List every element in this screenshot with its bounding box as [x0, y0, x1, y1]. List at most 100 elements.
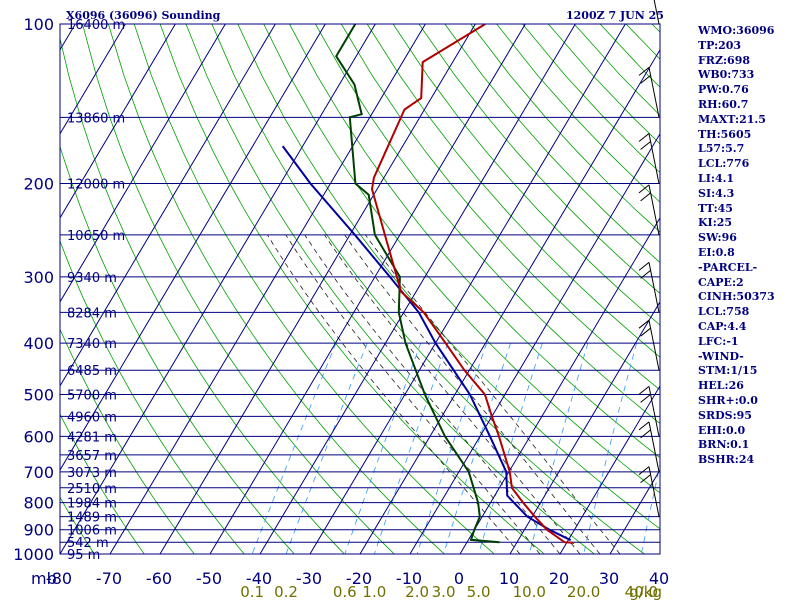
height-label: 7340 m	[67, 337, 117, 352]
temperature-tick-label: 0	[454, 569, 464, 588]
wind-barb	[638, 421, 660, 473]
isotherm-line	[60, 24, 376, 554]
height-label: 6485 m	[67, 364, 117, 379]
height-label: 4960 m	[67, 410, 117, 425]
pressure-tick-label: 400	[23, 334, 54, 353]
temperature-tick-label: -70	[96, 569, 122, 588]
height-label: 16400 m	[67, 18, 125, 33]
index-entry: SW:96	[698, 231, 737, 245]
wind-barb	[638, 133, 660, 184]
height-label: 4281 m	[67, 430, 117, 445]
index-entry: HEL:26	[698, 379, 744, 393]
index-entry: TP:203	[698, 38, 742, 52]
height-label: 1006 m	[67, 524, 117, 539]
moist-adiabat-line	[267, 234, 521, 554]
isotherm-line	[109, 24, 426, 554]
height-label: 3073 m	[67, 466, 117, 481]
index-entry: FRZ:698	[698, 53, 751, 67]
grid-lines	[60, 24, 660, 554]
index-entry: RH:60.7	[698, 97, 749, 111]
mixing-ratio-label: 40.0	[625, 583, 658, 600]
index-list: WMO:36096 TP:203 FRZ:698 WB0:733 PW:0.76 RH:6…	[698, 24, 775, 468]
wind-barb	[638, 66, 660, 118]
pressure-tick-label: 700	[23, 463, 54, 482]
pressure-unit-label: mb	[31, 569, 57, 588]
index-entry: CAP:4.4	[698, 319, 747, 333]
pressure-tick-label: 100	[23, 15, 54, 34]
index-entry: CINH:50373	[698, 290, 775, 304]
temperature-tick-label: 10	[499, 569, 519, 588]
isotherm-line	[60, 24, 176, 219]
pressure-tick-label: 300	[23, 268, 54, 287]
wind-barb	[638, 386, 660, 437]
plot-frame	[59, 23, 661, 555]
height-label: 1489 m	[67, 511, 117, 526]
mixing-ratio-label: 0.1	[240, 583, 264, 600]
index-entry: LI:4.1	[698, 171, 735, 185]
temperature-tick-label: -50	[196, 569, 222, 588]
temperature-tick-label: -20	[346, 569, 372, 588]
temperature-trace	[370, 24, 575, 544]
mixing-ratio-unit-label: g/kg	[629, 583, 662, 600]
wind-barb	[638, 261, 660, 313]
dewpoint-trace	[335, 24, 500, 544]
moist-adiabat-line	[344, 234, 601, 554]
index-entry: LFC:-1	[698, 334, 739, 348]
time-label: 1200Z 7 JUN 25	[566, 9, 664, 22]
isotherm-line	[159, 24, 476, 554]
height-label: 10650 m	[67, 229, 125, 244]
isotherm-line	[259, 24, 576, 554]
index-entry: TT:45	[698, 201, 733, 215]
height-label: 3657 m	[67, 449, 117, 464]
mixing-ratio-label: 20.0	[567, 583, 600, 600]
index-entry: WB0:733	[698, 68, 755, 82]
mixing-ratio-label: 5.0	[467, 583, 491, 600]
station-title: X6096 (36096) Sounding	[66, 9, 221, 22]
mixing-ratio-label: 10.0	[513, 583, 546, 600]
isotherm-line	[509, 300, 660, 554]
index-entry: KI:25	[698, 216, 733, 230]
frame-border	[59, 23, 661, 555]
mixing-ratio-label: 0.2	[274, 583, 298, 600]
index-entry: EHI:0.0	[698, 423, 746, 437]
index-entry: MAXT:21.5	[698, 112, 766, 126]
index-entry: BRN:0.1	[698, 438, 750, 452]
isotherm-line	[60, 24, 126, 135]
wind-barbs	[638, 0, 660, 517]
index-entry: -WIND-	[698, 349, 744, 363]
isotherm-line	[209, 24, 526, 554]
temperature-tick-label: -60	[146, 569, 172, 588]
height-label: 5700 m	[67, 388, 117, 403]
isotherm-line	[409, 132, 660, 554]
pressure-tick-label: 1000	[13, 545, 54, 564]
index-entry: SI:4.3	[698, 186, 735, 200]
index-entry: SHR+:0.0	[698, 393, 758, 407]
temperature-tick-label: -40	[246, 569, 272, 588]
isotherm-line	[60, 24, 226, 303]
index-entry: CAPE:2	[698, 275, 744, 289]
moist-adiabat-line	[304, 234, 561, 554]
isotherm-line	[359, 48, 660, 554]
height-label: 2510 m	[67, 482, 117, 497]
index-entry: -PARCEL-	[698, 260, 758, 274]
isotherm-line	[60, 24, 326, 471]
temperature-tick-label: 20	[549, 569, 569, 588]
index-entry: TH:5605	[698, 127, 752, 141]
mixing-ratio-label: 3.0	[432, 583, 456, 600]
wind-barb	[638, 319, 660, 371]
temperature-tick-label: 40	[649, 569, 669, 588]
index-entry: EI:0.8	[698, 245, 735, 259]
temperature-tick-label: 30	[599, 569, 619, 588]
mixing-ratio-label: 2.0	[405, 583, 429, 600]
profile-lines	[281, 24, 575, 544]
index-entry: STM:1/15	[698, 364, 758, 378]
index-entry: BSHR:24	[698, 453, 755, 467]
index-entry: WMO:36096	[698, 24, 775, 37]
index-entry: LCL:776	[698, 157, 750, 171]
pressure-tick-label: 900	[23, 521, 54, 540]
temperature-tick-label: -80	[46, 569, 72, 588]
height-label: 9340 m	[67, 271, 117, 286]
pressure-tick-label: 500	[23, 385, 54, 404]
